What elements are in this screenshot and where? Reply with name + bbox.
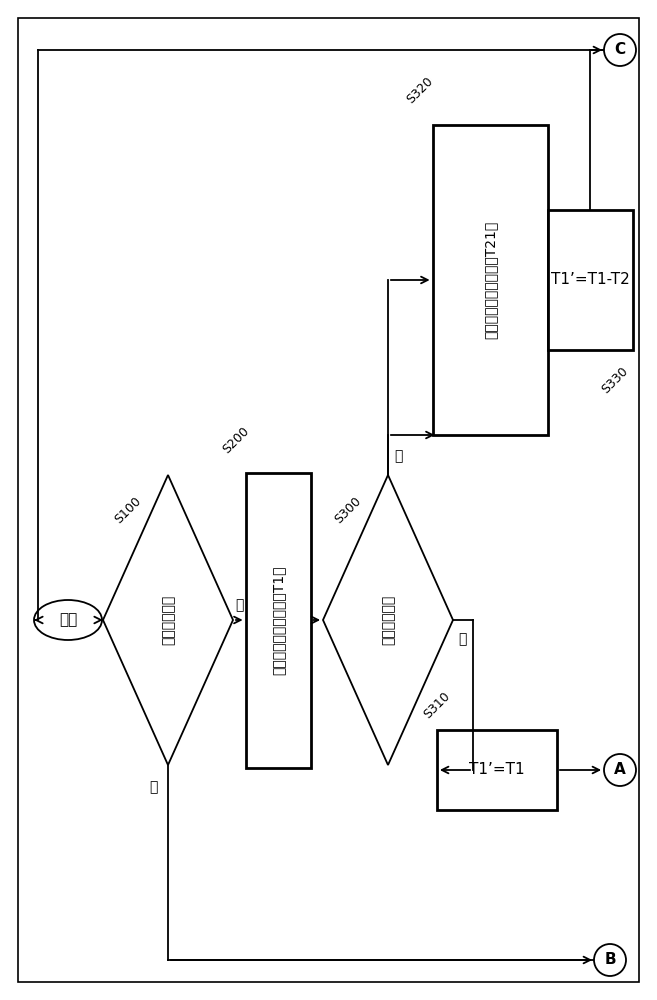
Text: 离开扫气区？: 离开扫气区？	[381, 595, 395, 645]
Text: S330: S330	[599, 364, 631, 396]
Bar	[547, 210, 633, 350]
Circle shape	[594, 944, 626, 976]
Polygon shape	[323, 475, 453, 765]
Ellipse shape	[34, 600, 102, 640]
Text: S100: S100	[112, 494, 144, 526]
Text: 是: 是	[235, 598, 244, 612]
Text: 是: 是	[394, 449, 402, 463]
Text: S200: S200	[220, 424, 252, 456]
Text: 测量扫气区离开时间（T21）: 测量扫气区离开时间（T21）	[483, 221, 497, 339]
Circle shape	[604, 754, 636, 786]
Bar	[432, 125, 547, 435]
Bar	[246, 473, 311, 768]
Text: 进入扫气区？: 进入扫气区？	[161, 595, 175, 645]
Text: A: A	[614, 762, 626, 778]
Text: B: B	[604, 952, 616, 968]
Text: 测量扫气区进入时间（T1）: 测量扫气区进入时间（T1）	[271, 565, 285, 675]
Text: 开始: 开始	[59, 612, 77, 628]
Text: S320: S320	[404, 74, 436, 106]
Text: C: C	[614, 42, 625, 57]
Text: S300: S300	[332, 494, 364, 526]
Bar	[437, 730, 557, 810]
Text: T1’=T1-T2: T1’=T1-T2	[551, 272, 629, 288]
Text: 否: 否	[458, 632, 466, 646]
Text: 否: 否	[150, 780, 158, 794]
Circle shape	[604, 34, 636, 66]
Text: T1’=T1: T1’=T1	[469, 762, 525, 778]
Text: S310: S310	[421, 689, 453, 721]
Polygon shape	[103, 475, 233, 765]
